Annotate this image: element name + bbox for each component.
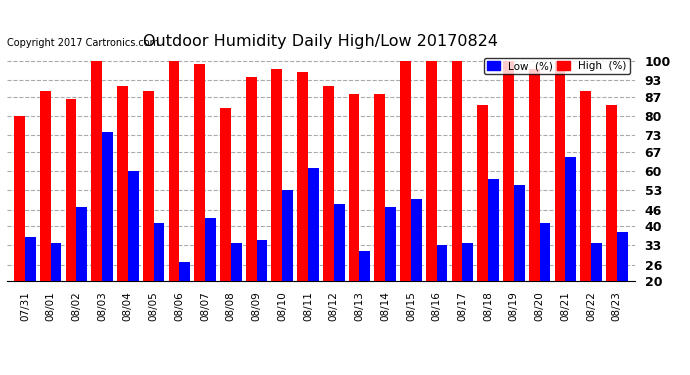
Bar — [195, 63, 205, 281]
Bar — [323, 86, 334, 281]
Bar — [117, 86, 128, 281]
Bar — [308, 168, 319, 281]
Bar — [375, 94, 385, 281]
Bar — [580, 91, 591, 281]
Bar — [143, 91, 154, 281]
Bar — [77, 207, 87, 281]
Bar — [514, 185, 524, 281]
Bar — [606, 105, 617, 281]
Bar — [154, 224, 164, 281]
Bar — [359, 251, 371, 281]
Bar — [488, 179, 499, 281]
Bar — [555, 61, 565, 281]
Bar — [426, 61, 437, 281]
Bar — [282, 190, 293, 281]
Bar — [437, 245, 447, 281]
Bar — [591, 243, 602, 281]
Bar — [540, 224, 551, 281]
Bar — [220, 108, 230, 281]
Bar — [102, 132, 113, 281]
Bar — [503, 61, 514, 281]
Bar — [477, 105, 488, 281]
Bar — [297, 72, 308, 281]
Bar — [462, 243, 473, 281]
Bar — [271, 69, 282, 281]
Bar — [128, 171, 139, 281]
Bar — [205, 218, 216, 281]
Bar — [25, 237, 36, 281]
Bar — [168, 61, 179, 281]
Bar — [230, 243, 241, 281]
Text: Copyright 2017 Cartronics.com: Copyright 2017 Cartronics.com — [7, 38, 159, 48]
Bar — [529, 69, 540, 281]
Bar — [14, 116, 25, 281]
Bar — [385, 207, 396, 281]
Title: Outdoor Humidity Daily High/Low 20170824: Outdoor Humidity Daily High/Low 20170824 — [144, 33, 498, 48]
Bar — [617, 232, 628, 281]
Bar — [348, 94, 359, 281]
Bar — [50, 243, 61, 281]
Bar — [565, 157, 576, 281]
Bar — [257, 240, 267, 281]
Bar — [40, 91, 50, 281]
Bar — [66, 99, 77, 281]
Bar — [451, 61, 462, 281]
Bar — [246, 77, 257, 281]
Bar — [411, 199, 422, 281]
Bar — [91, 61, 102, 281]
Bar — [334, 204, 344, 281]
Legend: Low  (%), High  (%): Low (%), High (%) — [484, 58, 629, 74]
Bar — [400, 61, 411, 281]
Bar — [179, 262, 190, 281]
